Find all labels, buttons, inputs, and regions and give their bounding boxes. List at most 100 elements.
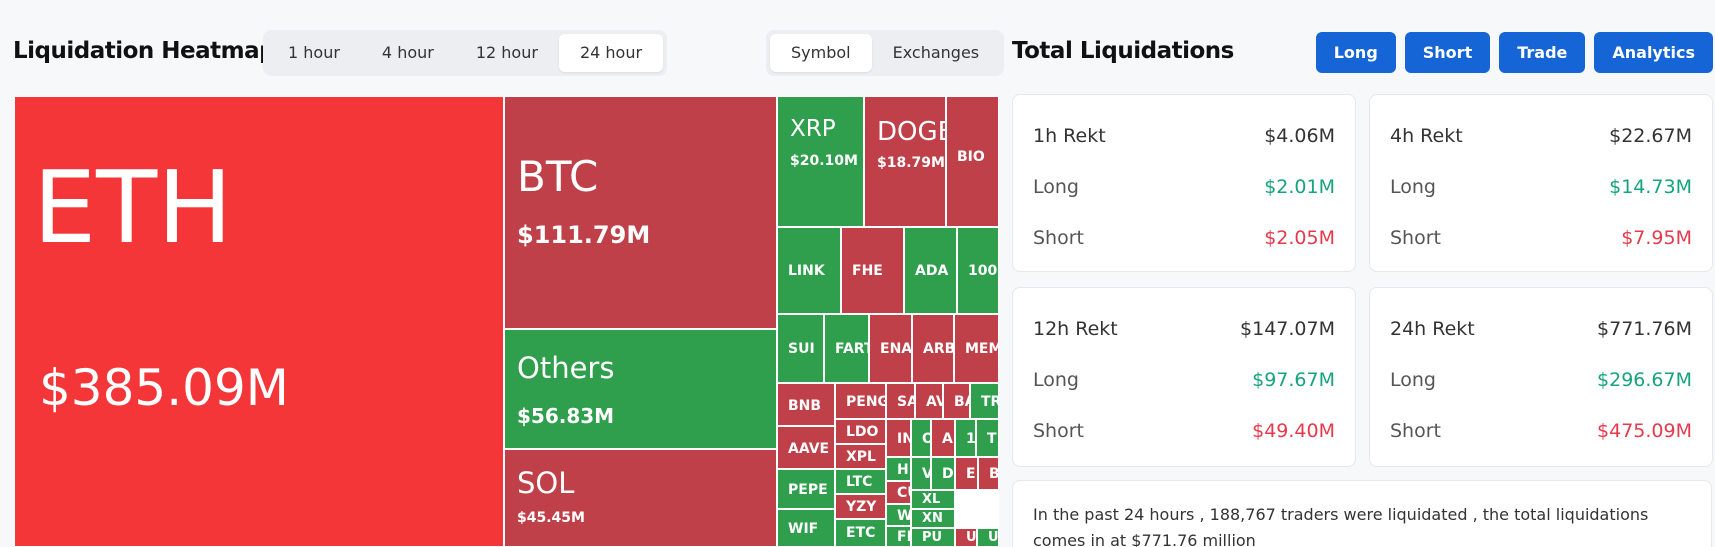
heatmap-tile-tr[interactable]: TR [970, 383, 999, 419]
tile-symbol: FHE [852, 262, 883, 279]
heatmap-tile-link[interactable]: LINK [777, 227, 841, 314]
heatmap-tile-cu[interactable]: CU [886, 481, 911, 504]
tile-symbol: AV [926, 393, 942, 410]
heatmap-tile-av[interactable]: AV [915, 383, 943, 419]
time-option-24h[interactable]: 24 hour [558, 34, 664, 72]
group-option-symbol[interactable]: Symbol [770, 34, 872, 72]
tile-symbol: SUI [788, 340, 815, 357]
tile-symbol: XN [922, 511, 943, 527]
tile-symbol: ETH [33, 149, 233, 266]
heatmap-tile-btc[interactable]: BTC $111.79M [504, 96, 777, 329]
heatmap-tile-u[interactable]: U [955, 528, 977, 547]
tile-value: $56.83M [517, 404, 615, 428]
heatmap-tile-ltc[interactable]: LTC [835, 469, 886, 494]
heatmap-tile-peng[interactable]: PENG [835, 383, 886, 419]
heatmap-tile-in[interactable]: IN [886, 419, 911, 457]
long-label: Long [1390, 369, 1436, 391]
action-buttons: Long Short Trade Analytics [1315, 32, 1713, 73]
tile-symbol: BA [954, 393, 969, 410]
card-12h-rekt: 12h Rekt $147.07M Long $97.67M Short $49.40… [1012, 287, 1356, 467]
heatmap-tile-doge[interactable]: DOGE $18.79M [864, 96, 946, 227]
tile-symbol: ENA [880, 340, 912, 357]
heatmap-tile-he[interactable]: HE [886, 457, 911, 481]
long-value: $97.67M [1252, 369, 1335, 391]
heatmap-tile-ldo[interactable]: LDO [835, 419, 886, 444]
time-range-selector: 1 hour 4 hour 12 hour 24 hour [263, 30, 668, 76]
card-4h-rekt: 4h Rekt $22.67M Long $14.73M Short $7.95M [1369, 94, 1713, 272]
heatmap-tile-bio[interactable]: BIO [946, 96, 999, 227]
heatmap-tile-1[interactable]: 1 [955, 419, 976, 457]
heatmap-tile-u[interactable]: U [977, 528, 999, 547]
heatmap-tile-xl[interactable]: XL [911, 490, 955, 509]
tile-symbol: 1 [966, 430, 976, 447]
total-liquidations-title: Total Liquidations [1012, 38, 1234, 64]
heatmap-tile-ba[interactable]: BA [943, 383, 970, 419]
heatmap-tile-pu[interactable]: PU [911, 528, 955, 547]
card-label: 12h Rekt [1033, 318, 1118, 340]
heatmap-tile-fil[interactable]: FIL [886, 526, 911, 547]
heatmap-tile-sol[interactable]: SOL $45.45M [504, 449, 777, 547]
tile-symbol: T [987, 430, 997, 447]
heatmap-tile-eth[interactable]: ETH $385.09M [14, 96, 504, 547]
short-label: Short [1033, 420, 1084, 442]
time-option-12h[interactable]: 12 hour [475, 43, 538, 62]
heatmap-tile-fhe[interactable]: FHE [841, 227, 904, 314]
long-button[interactable]: Long [1315, 32, 1396, 73]
analytics-button[interactable]: Analytics [1594, 32, 1713, 73]
time-option-4h[interactable]: 4 hour [381, 43, 434, 62]
heatmap-tile-meme[interactable]: MEME [954, 314, 999, 383]
heatmap-tile-b[interactable]: B [978, 457, 999, 490]
heatmap-tile-aave[interactable]: AAVE [777, 426, 835, 469]
heatmap-tile-wif[interactable]: WIF [777, 509, 835, 547]
heatmap-tile-fart[interactable]: FART [824, 314, 869, 383]
heatmap-tile-a[interactable]: A [931, 419, 955, 457]
tile-symbol: PEPE [788, 481, 828, 498]
heatmap-tile-o[interactable]: O [911, 419, 931, 457]
heatmap-tile-etc[interactable]: ETC [835, 519, 886, 547]
long-label: Long [1033, 176, 1079, 198]
short-value: $2.05M [1264, 227, 1335, 249]
tile-symbol: BIO [957, 148, 985, 165]
group-option-exchanges[interactable]: Exchanges [892, 43, 980, 62]
tile-symbol: DOGE [877, 117, 945, 148]
long-label: Long [1390, 176, 1436, 198]
tile-symbol: B [989, 465, 999, 482]
heatmap-tile-1000[interactable]: 1000 [957, 227, 999, 314]
tile-symbol: TR [981, 393, 998, 410]
tile-symbol: O [922, 431, 930, 447]
heatmap-tile-d[interactable]: D [931, 457, 955, 490]
heatmap-tile-bnb[interactable]: BNB [777, 383, 835, 426]
heatmap-tile-others[interactable]: Others $56.83M [504, 329, 777, 449]
long-label: Long [1033, 369, 1079, 391]
tile-value: $18.79M [877, 154, 945, 171]
tile-symbol: A [942, 430, 953, 447]
short-button[interactable]: Short [1404, 32, 1491, 73]
tile-symbol: CU [897, 484, 910, 501]
heatmap-tile-ada[interactable]: ADA [904, 227, 957, 314]
heatmap-tile-xrp[interactable]: XRP $20.10M [777, 96, 864, 227]
heatmap-tile-pepe[interactable]: PEPE [777, 469, 835, 509]
heatmap-tile-wl[interactable]: WL [886, 504, 911, 526]
short-value: $49.40M [1252, 420, 1335, 442]
tile-symbol: WL [897, 507, 911, 524]
heatmap-tile-t[interactable]: T [976, 419, 999, 457]
tile-symbol: AAVE [788, 440, 830, 457]
tile-symbol: BNB [788, 397, 822, 414]
tile-symbol: PENG [846, 393, 886, 410]
time-option-1h[interactable]: 1 hour [288, 43, 340, 62]
heatmap-tile-e[interactable]: E [955, 457, 978, 490]
heatmap-tile-xpl[interactable]: XPL [835, 444, 886, 469]
tile-symbol: LDO [846, 423, 879, 440]
heatmap-tile-sa[interactable]: SA [886, 383, 915, 419]
long-value: $296.67M [1597, 369, 1692, 391]
heatmap-tile-arb[interactable]: ARB [912, 314, 954, 383]
heatmap-tile-v[interactable]: V [911, 457, 931, 490]
tile-symbol: FIL [897, 528, 910, 545]
heatmap-tile-yzy[interactable]: YZY [835, 494, 886, 519]
trade-button[interactable]: Trade [1499, 32, 1586, 73]
tile-symbol: XRP [790, 116, 836, 143]
heatmap-tile-ena[interactable]: ENA [869, 314, 912, 383]
heatmap-tile-sui[interactable]: SUI [777, 314, 824, 383]
heatmap-tile-xn[interactable]: XN [911, 509, 955, 528]
